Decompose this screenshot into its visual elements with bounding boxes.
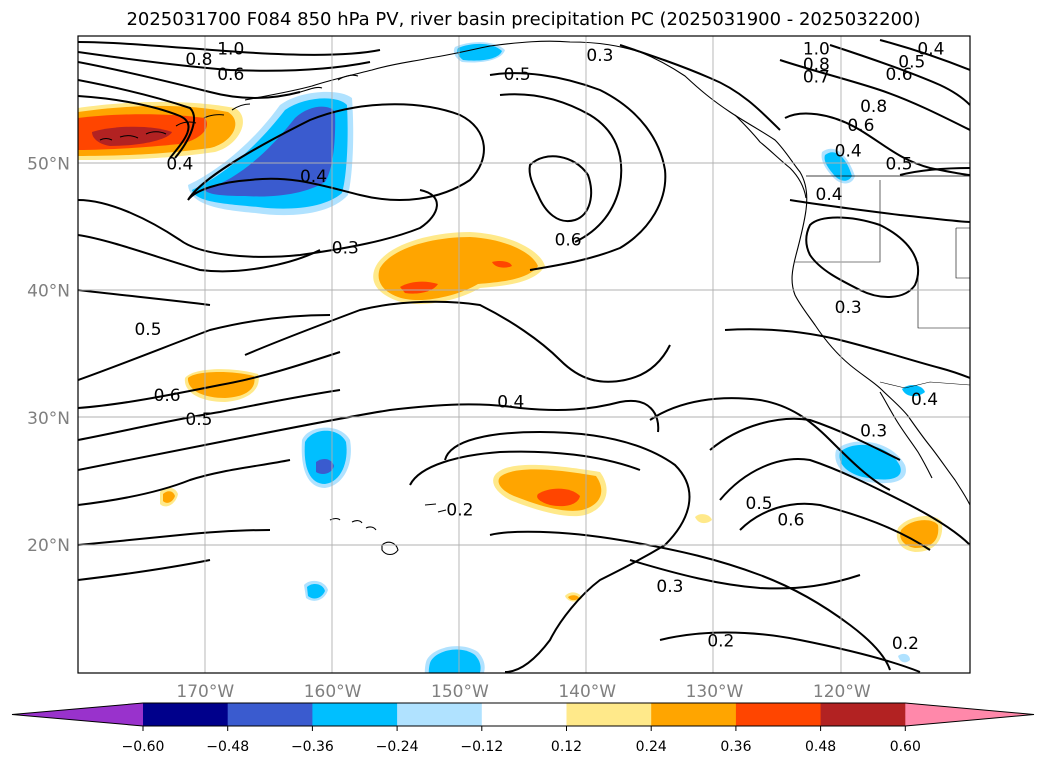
coastline-layer [99, 40, 970, 556]
shading-layer [78, 42, 943, 673]
lon-label-130w: 130°W [686, 682, 744, 702]
colorbar-swatch [481, 703, 567, 726]
contour-label: 0.4 [166, 154, 193, 174]
contour-label: 0.6 [777, 511, 804, 531]
colorbar-swatch [397, 703, 483, 726]
colorbar-swatch [820, 703, 906, 726]
lon-label-140w: 140°W [558, 682, 616, 702]
colorbar-swatch [651, 703, 737, 726]
colorbar: −0.60 −0.48 −0.36 −0.24 −0.12 0.12 0.24 0.36 0.4… [11, 702, 1035, 755]
contour-label: 0.4 [911, 390, 938, 410]
contour-label: 0.3 [656, 577, 683, 597]
colorbar-tick-label: −0.12 [460, 739, 503, 755]
contour-label: 0.5 [886, 154, 913, 174]
colorbar-tick-label: 0.48 [805, 739, 836, 755]
contour-label: 1.0 [217, 40, 244, 60]
contour-label: 0.4 [917, 40, 944, 60]
contour-label: 0.2 [707, 632, 734, 652]
colorbar-swatch [227, 703, 313, 726]
contour-label: 0.7 [803, 68, 830, 88]
contour-label: 0.4 [497, 392, 524, 412]
map-title: 2025031700 F084 850 hPa PV, river basin … [126, 9, 921, 30]
colorbar-swatch [143, 703, 229, 726]
contour-label: 0.5 [134, 320, 161, 340]
contour-label: 0.8 [803, 55, 830, 75]
contour-label: 0.3 [860, 422, 887, 442]
contour-label: 0.8 [860, 97, 887, 117]
colorbar-extend-high [905, 703, 1034, 726]
lat-label-50n: 50°N [27, 154, 70, 174]
colorbar-tick-label: −0.60 [122, 739, 165, 755]
colorbar-tick-label: 0.36 [720, 739, 751, 755]
lon-label-170w: 170°W [176, 682, 234, 702]
contour-label: 1.0 [803, 40, 830, 60]
contour-label: 0.6 [886, 65, 913, 85]
lon-label-120w: 120°W [813, 682, 871, 702]
lon-label-160w: 160°W [304, 682, 362, 702]
lat-label-40n: 40°N [27, 282, 70, 302]
longitude-labels: 170°W 160°W 150°W 140°W 130°W 120°W [176, 682, 870, 702]
contour-label: 0.6 [217, 65, 244, 85]
contour-label: 0.4 [835, 142, 862, 162]
colorbar-tick-label: −0.24 [376, 739, 419, 755]
contour-label: 0.4 [816, 185, 843, 205]
contour-labels: 1.00.80.60.40.40.30.50.30.61.00.80.7 0.60… [134, 40, 944, 654]
lon-label-150w: 150°W [431, 682, 489, 702]
colorbar-swatch [566, 703, 652, 726]
latitude-labels: 50°N 40°N 30°N 20°N [27, 154, 70, 556]
contour-label: 0.3 [835, 298, 862, 318]
colorbar-tick-label: 0.24 [636, 739, 667, 755]
colorbar-tick-label: −0.36 [291, 739, 334, 755]
contour-label: 0.5 [185, 410, 212, 430]
contour-label: 0.2 [892, 634, 919, 654]
colorbar-tick-label: −0.48 [206, 739, 249, 755]
contour-label: 0.3 [586, 46, 613, 66]
contour-label: 0.4 [300, 167, 327, 187]
contour-label: 0.2 [446, 501, 473, 521]
contour-label: 0.3 [332, 238, 359, 258]
contour-label: 0.6 [154, 386, 181, 406]
contour-label: 0.6 [847, 116, 874, 136]
contour-label: 0.6 [555, 231, 582, 251]
graticule-layer [78, 36, 970, 673]
colorbar-tick-label: 0.60 [890, 739, 921, 755]
map-frame [77, 35, 971, 674]
colorbar-tick-label: 0.12 [551, 739, 582, 755]
lat-label-20n: 20°N [27, 536, 70, 556]
contour-label: 0.5 [504, 65, 531, 85]
lat-label-30n: 30°N [27, 409, 70, 429]
contour-label: 0.8 [185, 50, 212, 70]
contour-label: 0.5 [746, 494, 773, 514]
contour-label: 0.5 [898, 52, 925, 72]
colorbar-extend-low [12, 703, 143, 726]
colorbar-swatch [312, 703, 398, 726]
colorbar-swatch [735, 703, 822, 726]
